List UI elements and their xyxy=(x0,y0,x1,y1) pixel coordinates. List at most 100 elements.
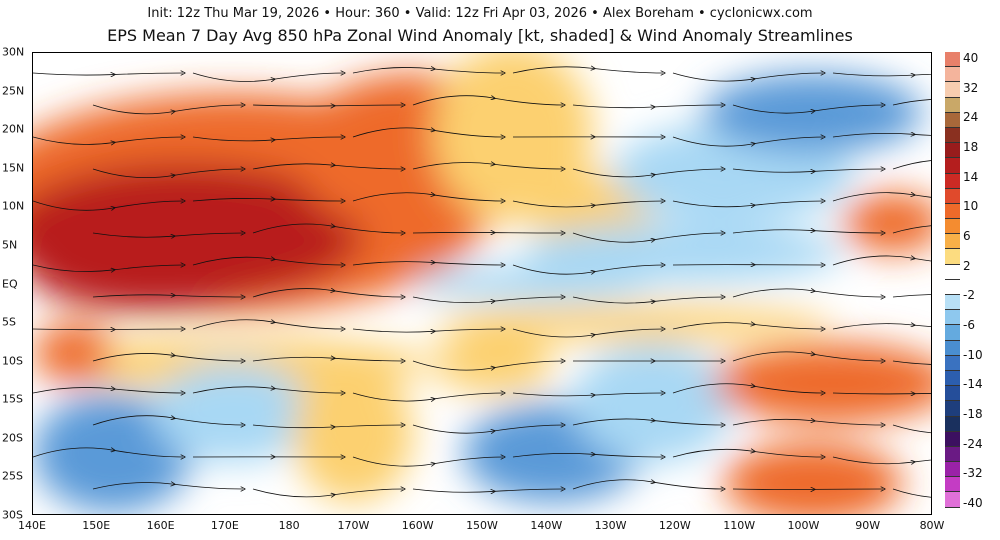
colorbar-segment xyxy=(945,173,960,189)
colorbar xyxy=(945,52,960,508)
colorbar-segment xyxy=(945,401,960,417)
map-field xyxy=(33,53,931,514)
streamline xyxy=(892,424,931,434)
streamline xyxy=(892,160,931,170)
streamline xyxy=(512,265,663,274)
colorbar-segment xyxy=(945,67,960,83)
streamline xyxy=(252,224,403,233)
streamline xyxy=(512,201,663,207)
colorbar-segment xyxy=(945,462,960,478)
streamline xyxy=(33,265,183,272)
colorbar-segment xyxy=(945,264,960,280)
streamline xyxy=(832,457,931,464)
streamline xyxy=(832,73,931,76)
streamline xyxy=(33,329,183,330)
anomaly-shading xyxy=(723,443,903,514)
colorbar-segment xyxy=(945,355,960,371)
lon-label: 110W xyxy=(723,519,756,532)
streamline xyxy=(412,425,563,433)
streamline xyxy=(252,357,403,361)
colorbar-label: 2 xyxy=(963,258,971,273)
lon-label: 140E xyxy=(18,519,46,532)
lat-label: 15N xyxy=(2,161,25,175)
streamline xyxy=(832,193,931,201)
streamline xyxy=(832,324,931,329)
lon-label: 160E xyxy=(146,519,175,532)
streamline xyxy=(732,489,883,490)
streamline xyxy=(92,482,243,489)
colorbar-label: 40 xyxy=(963,51,979,65)
streamline xyxy=(352,67,503,73)
streamline xyxy=(352,457,503,466)
colorbar-label: -40 xyxy=(963,496,983,510)
streamline xyxy=(672,323,823,329)
colorbar-segment xyxy=(945,295,960,311)
colorbar-label: -2 xyxy=(963,288,975,303)
streamline xyxy=(412,232,563,233)
streamline xyxy=(352,329,503,332)
streamline xyxy=(192,73,343,81)
streamline xyxy=(192,137,343,141)
colorbar-segment xyxy=(945,112,960,128)
streamline xyxy=(92,169,243,178)
streamline xyxy=(352,193,503,201)
lat-label: 5N xyxy=(2,238,18,252)
streamline xyxy=(732,169,883,172)
colorbar-label: 6 xyxy=(963,229,971,243)
colorbar-segment xyxy=(945,386,960,402)
colorbar-segment xyxy=(945,279,960,295)
lat-label: 20S xyxy=(2,431,23,445)
streamline xyxy=(33,201,183,210)
lon-label: 170W xyxy=(337,519,370,532)
lon-label: 150W xyxy=(466,519,498,532)
colorbar-label: -6 xyxy=(963,318,975,332)
streamline xyxy=(732,352,883,361)
colorbar-label: -24 xyxy=(963,436,983,451)
colorbar-segment xyxy=(945,446,960,463)
map-title: EPS Mean 7 Day Avg 850 hPa Zonal Wind An… xyxy=(107,26,853,45)
colorbar-label: 18 xyxy=(963,140,979,154)
colorbar-segment xyxy=(945,143,960,159)
streamline xyxy=(352,262,503,265)
colorbar-label: -18 xyxy=(963,407,983,421)
anomaly-shading xyxy=(153,363,313,463)
colorbar-segment xyxy=(945,82,960,98)
streamline xyxy=(33,137,183,145)
lat-label: 10N xyxy=(2,199,25,213)
streamline xyxy=(572,419,723,425)
streamline xyxy=(892,225,931,234)
lat-label: 30S xyxy=(2,508,23,522)
streamline xyxy=(252,489,403,497)
colorbar-segment xyxy=(945,234,960,250)
anomaly-shading xyxy=(33,213,283,313)
streamline xyxy=(832,393,931,394)
colorbar-segment xyxy=(945,219,960,235)
anomaly-shading xyxy=(293,363,413,503)
anomaly-shading xyxy=(433,333,553,393)
streamline xyxy=(252,289,403,297)
streamline xyxy=(92,295,243,297)
colorbar-segment xyxy=(945,492,960,508)
streamline xyxy=(832,133,931,137)
colorbar-segment xyxy=(945,249,960,265)
streamline xyxy=(412,489,563,492)
colorbar-segment xyxy=(945,310,960,326)
streamline xyxy=(892,294,931,298)
colorbar-label: 32 xyxy=(963,80,979,95)
lat-label: EQ xyxy=(2,277,18,290)
lat-label: 25S xyxy=(2,469,23,483)
lon-label: 170E xyxy=(210,519,239,532)
lat-label: 5S xyxy=(2,315,16,329)
lon-label: 180 xyxy=(278,519,300,532)
lat-label: 10S xyxy=(2,354,23,368)
lat-label: 20N xyxy=(2,122,25,136)
streamline xyxy=(412,96,563,105)
colorbar-label: -14 xyxy=(963,377,983,392)
streamline xyxy=(512,393,663,396)
header-info: Init: 12z Thu Mar 19, 2026 • Hour: 360 •… xyxy=(147,6,813,21)
streamline xyxy=(33,387,183,393)
colorbar-segment xyxy=(945,431,960,447)
streamline xyxy=(732,105,883,113)
colorbar-segment xyxy=(945,127,960,144)
streamline xyxy=(572,105,723,108)
